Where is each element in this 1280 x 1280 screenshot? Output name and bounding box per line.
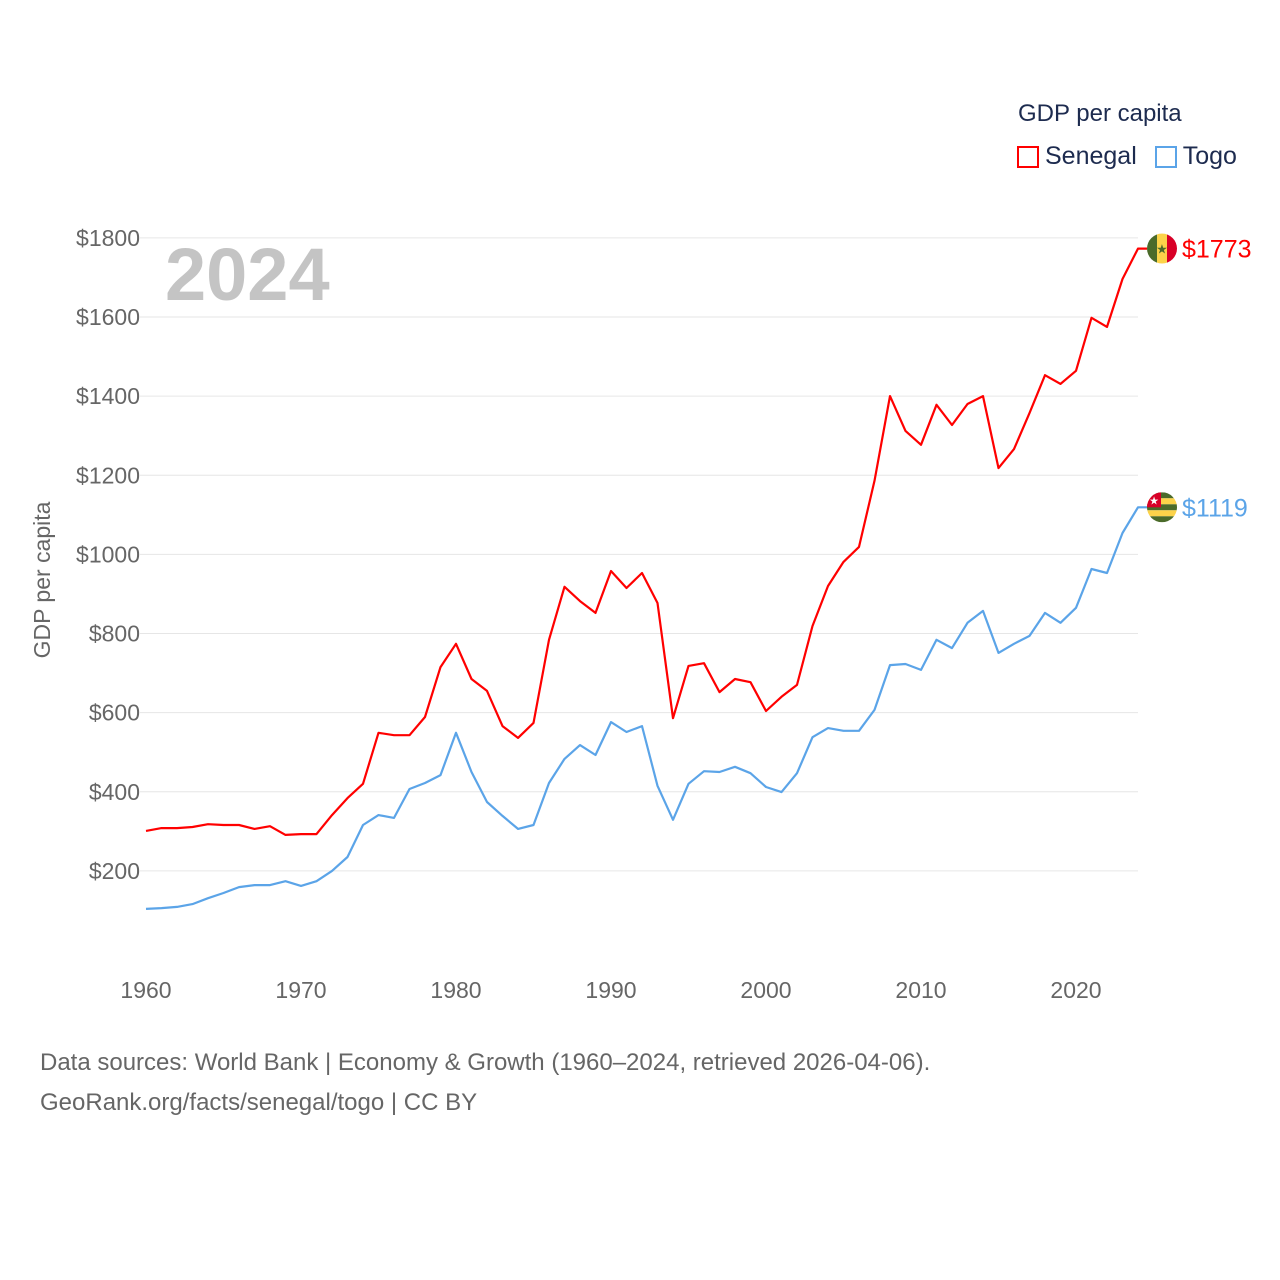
legend-item-senegal[interactable]: Senegal <box>1017 142 1137 171</box>
legend-label: Togo <box>1182 142 1237 170</box>
series-line-togo <box>145 506 1147 910</box>
y-tick-label: $1200 <box>76 462 140 488</box>
x-tick-label: 2010 <box>895 977 946 1003</box>
y-axis-label: GDP per capita <box>29 501 55 658</box>
legend-label: Senegal <box>1045 142 1137 170</box>
end-value-label: $1119 <box>1182 494 1248 522</box>
x-tick-label: 2020 <box>1050 977 1101 1003</box>
y-tick-label: $1600 <box>76 304 140 330</box>
x-tick-label: 1970 <box>275 977 326 1003</box>
flag-stripe <box>1147 510 1177 517</box>
flag-stripe <box>1147 498 1177 505</box>
x-tick-label: 1990 <box>585 977 636 1003</box>
y-tick-label: $1400 <box>76 383 140 409</box>
flag-shapes: ★ <box>1147 492 1177 523</box>
y-tick-label: $1800 <box>76 225 140 251</box>
flag-shapes: ★ <box>1147 233 1177 264</box>
y-tick-label: $200 <box>89 858 140 884</box>
legend-item-togo[interactable]: Togo <box>1154 142 1237 171</box>
legend-swatch <box>1154 145 1177 168</box>
y-tick-label: $800 <box>89 621 140 647</box>
togo-flag-icon: ★ <box>1147 492 1177 523</box>
star-icon: ★ <box>1149 495 1159 507</box>
senegal-flag-icon: ★ <box>1147 233 1177 264</box>
series-line-senegal <box>145 247 1147 837</box>
flag-stripe <box>1147 492 1177 499</box>
x-tick-label: 2000 <box>740 977 791 1003</box>
source-link[interactable]: GeoRank.org/facts/senegal/togo | CC BY <box>40 1089 478 1116</box>
y-tick-label: $400 <box>89 779 140 805</box>
flag-stripe <box>1167 233 1177 264</box>
flag-stripe <box>1157 233 1167 264</box>
footer: Data sources: World Bank | Economy & Gro… <box>40 1043 930 1123</box>
star-icon: ★ <box>1156 242 1168 257</box>
y-tick-label: $1000 <box>76 541 140 567</box>
flag-stripe <box>1147 504 1177 511</box>
y-tick-label: $600 <box>89 700 140 726</box>
flag-stripe <box>1147 233 1157 264</box>
x-tick-label: 1960 <box>120 977 171 1003</box>
legend-swatch <box>1017 145 1039 168</box>
legend: Senegal Togo <box>1017 142 1237 171</box>
year-watermark: 2024 <box>165 233 330 316</box>
flag-stripe <box>1147 516 1177 523</box>
data-source-text: Data sources: World Bank | Economy & Gro… <box>40 1049 931 1076</box>
end-value-label: $1773 <box>1182 236 1252 264</box>
x-tick-label: 1980 <box>430 977 481 1003</box>
legend-title: GDP per capita <box>1018 100 1182 127</box>
